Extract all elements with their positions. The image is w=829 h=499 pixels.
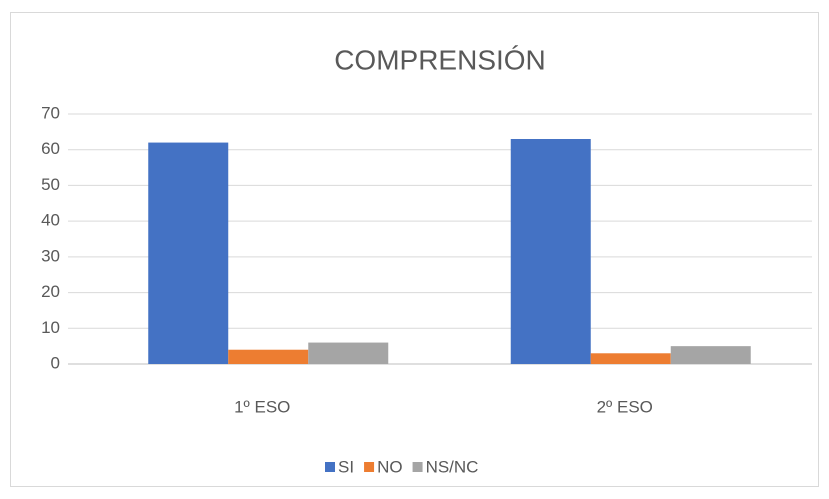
legend-label: NO (377, 457, 403, 476)
bar (590, 353, 671, 364)
y-tick-label: 0 (51, 353, 60, 372)
legend-swatch (325, 462, 335, 472)
y-tick-label: 10 (41, 318, 60, 337)
bar (148, 142, 229, 364)
bar (228, 349, 309, 364)
legend-label: NS/NC (426, 457, 479, 476)
x-tick-label: 1º ESO (234, 397, 290, 416)
legend-label: SI (338, 457, 354, 476)
bar (510, 139, 591, 364)
legend-swatch (364, 462, 375, 472)
bar (308, 342, 389, 364)
y-tick-label: 50 (41, 175, 60, 194)
legend-swatch (412, 462, 423, 472)
y-tick-label: 30 (41, 246, 60, 265)
y-tick-label: 60 (41, 139, 60, 158)
chart-border (10, 12, 819, 487)
chart-title: COMPRENSIÓN (334, 44, 546, 75)
y-tick-label: 20 (41, 282, 60, 301)
x-tick-label: 2º ESO (597, 397, 653, 416)
bar (670, 346, 751, 364)
y-tick-label: 70 (41, 103, 60, 122)
y-tick-label: 40 (41, 211, 60, 230)
